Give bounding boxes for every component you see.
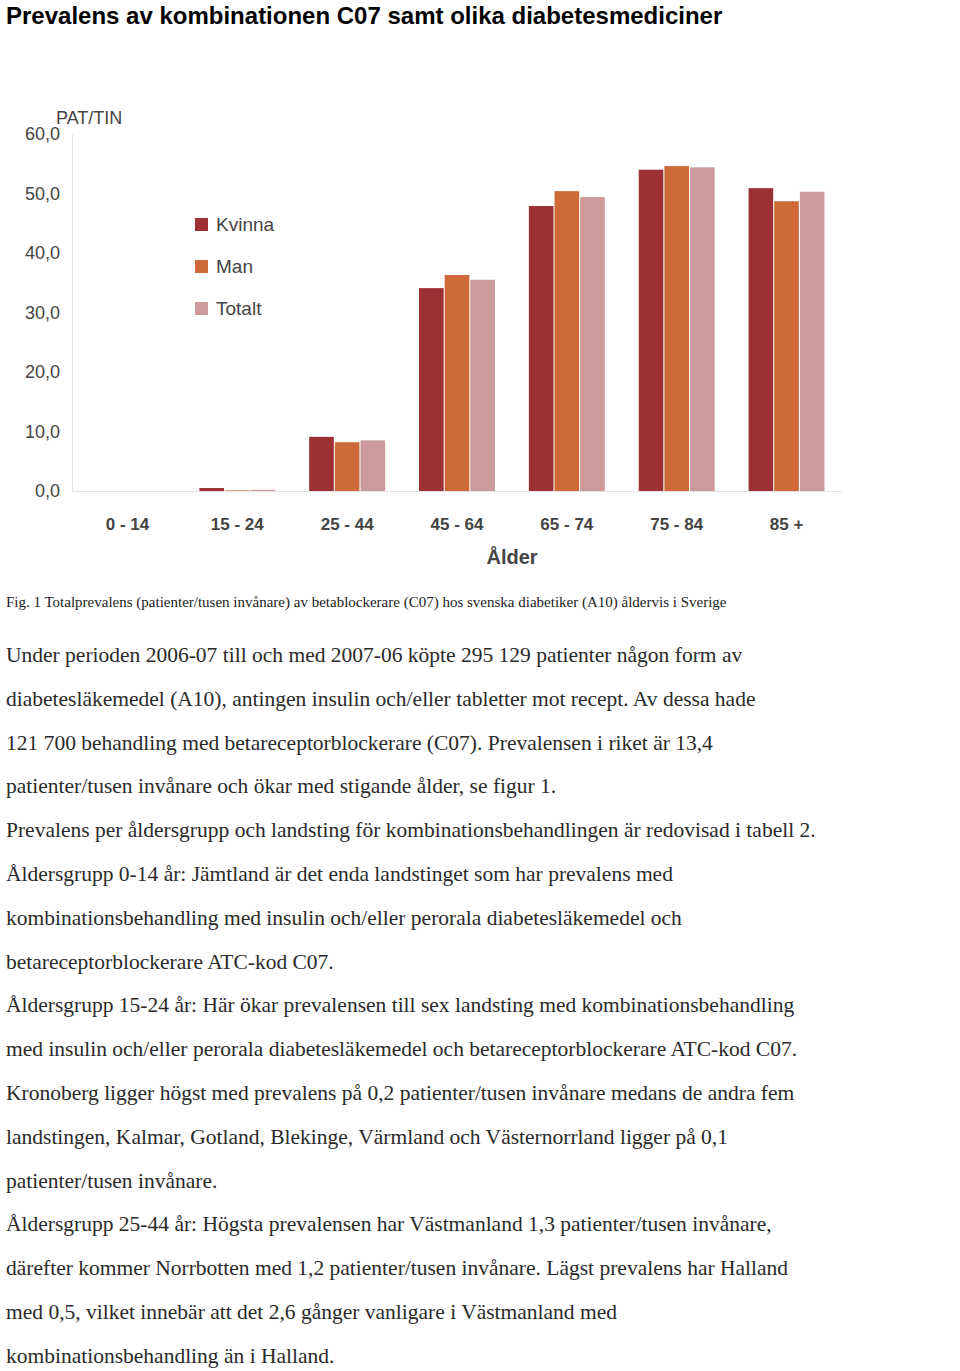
bar <box>335 442 360 491</box>
text-line: Åldersgrupp 0-14 år: Jämtland är det end… <box>6 859 816 903</box>
text-line: Under perioden 2006-07 till och med 2007… <box>6 640 816 684</box>
y-axis-line <box>72 135 73 492</box>
x-axis-line <box>73 491 843 492</box>
x-tick: 65 - 74 <box>540 491 593 534</box>
text-line: Prevalens per åldersgrupp och landsting … <box>6 815 816 859</box>
x-tick: 75 - 84 <box>650 491 703 534</box>
bar <box>800 192 825 491</box>
legend: Kvinna Man Totalt <box>195 214 275 319</box>
paragraph: Åldersgrupp 0-14 år: Jämtland är det end… <box>6 859 816 990</box>
bar <box>419 288 444 491</box>
legend-label: Totalt <box>216 298 262 319</box>
y-tick: 20,0 <box>25 362 72 382</box>
bar-series <box>251 167 825 491</box>
x-tick-label: 65 - 74 <box>540 515 593 534</box>
bar-series <box>225 166 799 491</box>
bar <box>199 488 224 491</box>
bar <box>664 166 689 491</box>
bar <box>774 201 799 491</box>
text-line: patienter/tusen invånare och ökar med st… <box>6 771 816 815</box>
text-line: därefter kommer Norrbotten med 1,2 patie… <box>6 1253 816 1297</box>
bars <box>199 166 824 491</box>
text-line: landstingen, Kalmar, Gotland, Blekinge, … <box>6 1122 816 1166</box>
text-line: 121 700 behandling med betareceptorblock… <box>6 728 816 772</box>
y-tick: 10,0 <box>25 422 72 442</box>
paragraph: Åldersgrupp 25-44 år: Högsta prevalensen… <box>6 1209 816 1371</box>
paragraph: Prevalens per åldersgrupp och landsting … <box>6 815 816 859</box>
bar <box>251 490 276 491</box>
bar <box>141 491 166 492</box>
x-tick: 85 + <box>770 491 804 534</box>
paragraph: Åldersgrupp 15-24 år: Här ökar prevalens… <box>6 990 816 1209</box>
bar <box>90 491 115 492</box>
x-tick: 25 - 44 <box>321 491 374 534</box>
bar <box>555 191 580 491</box>
text-line: kombinationsbehandling med insulin och/e… <box>6 903 816 947</box>
text-line: diabetesläkemedel (A10), antingen insuli… <box>6 684 816 728</box>
y-tick-label: 30,0 <box>25 303 60 323</box>
x-tick: 0 - 14 <box>106 491 150 534</box>
bar <box>690 167 715 491</box>
text-line: patienter/tusen invånare. <box>6 1166 816 1210</box>
y-tick-label: 50,0 <box>25 184 60 204</box>
y-axis: 0,0 10,0 20,0 30,0 40,0 50,0 60,0 <box>25 124 73 501</box>
chart: 0,0 10,0 20,0 30,0 40,0 50,0 60,0 0 - 14 15 - 24… <box>0 0 960 590</box>
bar <box>580 197 605 491</box>
x-tick-label: 45 - 64 <box>431 515 484 534</box>
x-axis: 0 - 14 15 - 24 25 - 44 45 - 64 65 - 74 75 - 8… <box>73 491 843 534</box>
bar <box>529 206 554 491</box>
x-tick-label: 25 - 44 <box>321 515 374 534</box>
y-tick-label: 40,0 <box>25 243 60 263</box>
x-tick-label: 15 - 24 <box>211 515 264 534</box>
text-line: med insulin och/eller perorala diabetesl… <box>6 1034 816 1078</box>
x-axis-title: Ålder <box>486 545 537 568</box>
y-tick-label: 60,0 <box>25 124 60 144</box>
x-tick-label: 75 - 84 <box>650 515 703 534</box>
y-tick-label: 10,0 <box>25 422 60 442</box>
y-axis-title: PAT/TIN <box>56 108 122 128</box>
bar <box>470 280 495 491</box>
y-tick: 30,0 <box>25 303 72 323</box>
paragraph: Under perioden 2006-07 till och med 2007… <box>6 640 816 815</box>
text-line: Åldersgrupp 15-24 år: Här ökar prevalens… <box>6 990 816 1034</box>
y-tick: 40,0 <box>25 243 72 263</box>
bar <box>115 491 140 492</box>
y-tick-label: 20,0 <box>25 362 60 382</box>
legend-label: Kvinna <box>216 214 275 235</box>
y-tick: 50,0 <box>25 184 72 204</box>
figure-caption: Fig. 1 Totalprevalens (patienter/tusen i… <box>6 594 727 611</box>
legend-label: Man <box>216 256 253 277</box>
text-line: Kronoberg ligger högst med prevalens på … <box>6 1078 816 1122</box>
bar <box>445 275 470 491</box>
y-tick-label: 0,0 <box>35 481 60 501</box>
bar <box>639 170 664 491</box>
legend-swatch <box>195 260 208 273</box>
legend-swatch <box>195 302 208 315</box>
x-tick-label: 0 - 14 <box>106 515 150 534</box>
page-title: Prevalens av kombinationen C07 samt olik… <box>6 2 722 30</box>
legend-swatch <box>195 218 208 231</box>
bar <box>749 188 774 491</box>
x-tick: 15 - 24 <box>211 491 264 534</box>
y-tick: 0,0 <box>35 481 72 501</box>
text-line: betareceptorblockerare ATC-kod C07. <box>6 947 816 991</box>
text-line: med 0,5, vilket innebär att det 2,6 gång… <box>6 1297 816 1341</box>
text-line: kombinationsbehandling än i Halland. <box>6 1341 816 1371</box>
text-line: Åldersgrupp 25-44 år: Högsta prevalensen… <box>6 1209 816 1253</box>
body-text: Under perioden 2006-07 till och med 2007… <box>6 640 816 1371</box>
bar <box>309 437 334 491</box>
bar <box>360 440 385 491</box>
x-tick: 45 - 64 <box>431 491 484 534</box>
bar <box>225 490 250 491</box>
x-tick-label: 85 + <box>770 515 804 534</box>
